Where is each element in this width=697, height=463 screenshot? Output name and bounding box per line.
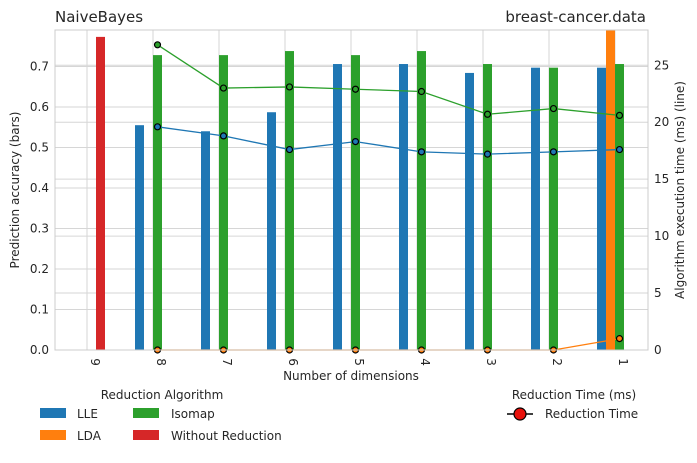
bar-lle-7 <box>201 131 210 350</box>
tick-label-right-2: 10 <box>654 229 669 243</box>
tick-label-right-1: 5 <box>654 286 662 300</box>
legend-label-lda: LDA <box>77 429 102 443</box>
point-isomap-0 <box>153 41 162 49</box>
tick-label-x-3: 6 <box>286 358 300 366</box>
point-lle-4 <box>417 148 426 156</box>
tick-label-left-4: 0.4 <box>30 181 49 195</box>
point-lle-7 <box>615 145 624 154</box>
left-axis-ticks: 0.0 0.1 0.2 0.3 0.4 0.5 0.6 0.7 <box>30 59 49 357</box>
tick-label-x-6: 3 <box>484 358 498 366</box>
point-lle-2 <box>285 145 294 154</box>
point-isomap-7 <box>615 111 624 120</box>
bar-lda-1 <box>606 30 615 350</box>
point-lle-0 <box>153 123 162 131</box>
point-isomap-3 <box>351 85 360 93</box>
bar-without-reduction-9 <box>96 36 105 350</box>
tick-label-left-5: 0.5 <box>30 140 49 154</box>
tick-label-right-0: 0 <box>654 343 662 357</box>
point-isomap-1 <box>219 84 228 92</box>
bar-isomap-7 <box>219 55 228 350</box>
point-lle-6 <box>549 148 558 156</box>
tick-label-right-4: 20 <box>654 115 669 129</box>
y-axis-label-left: Prediction accuracy (bars) <box>8 112 22 269</box>
bars-layer <box>96 30 624 351</box>
bar-lle-5 <box>333 64 342 350</box>
x-axis-label: Number of dimensions <box>283 369 419 383</box>
bar-isomap-4 <box>417 51 426 350</box>
bar-lle-1 <box>597 67 606 350</box>
y-axis-label-right: Algorithm execution time (ms) (line) <box>673 81 687 299</box>
tick-label-x-5: 4 <box>418 358 432 366</box>
legend-swatch-without-reduction <box>133 430 159 440</box>
legend-line: Reduction Time (ms) Reduction Time <box>507 388 638 421</box>
bar-isomap-2 <box>549 67 558 350</box>
point-lle-5 <box>483 150 492 158</box>
tick-label-left-7: 0.7 <box>30 59 49 73</box>
tick-label-left-1: 0.1 <box>30 302 49 316</box>
tick-label-left-0: 0.0 <box>30 343 49 357</box>
tick-label-right-5: 25 <box>654 58 669 72</box>
bar-lle-4 <box>399 64 408 350</box>
tick-label-x-0: 9 <box>88 358 102 366</box>
legend-label-without-reduction: Without Reduction <box>171 429 282 443</box>
chart-title-right: breast-cancer.data <box>505 8 646 26</box>
tick-label-left-3: 0.3 <box>30 221 49 235</box>
bar-lle-3 <box>465 72 474 350</box>
bar-isomap-5 <box>351 55 360 350</box>
bar-isomap-6 <box>285 51 294 350</box>
legend-line-label: Reduction Time <box>545 407 638 421</box>
point-isomap-4 <box>417 87 426 96</box>
right-axis-ticks: 0 5 10 15 20 25 <box>654 58 669 357</box>
line-lle <box>157 126 620 155</box>
legend-line-title: Reduction Time (ms) <box>512 388 636 402</box>
plot-frame <box>54 29 649 351</box>
legend-swatch-isomap <box>133 408 159 418</box>
bar-lle-2 <box>531 67 540 350</box>
bar-isomap-1 <box>615 64 624 350</box>
point-lle-1 <box>219 132 228 140</box>
legend-swatch-lle <box>40 408 66 418</box>
legend-bars-title: Reduction Algorithm <box>101 388 224 402</box>
legend-label-lle: LLE <box>77 407 98 421</box>
point-isomap-2 <box>285 83 294 91</box>
bar-lle-8 <box>135 125 144 350</box>
point-lda-7 <box>615 335 624 343</box>
tick-label-x-4: 5 <box>352 358 366 366</box>
bar-lle-6 <box>267 112 276 351</box>
point-isomap-5 <box>483 110 492 118</box>
line-isomap <box>157 44 620 117</box>
x-axis-ticks: 9 8 7 6 5 4 3 2 1 <box>88 358 630 366</box>
tick-label-left-2: 0.2 <box>30 262 49 276</box>
point-lle-3 <box>351 138 360 146</box>
tick-label-x-1: 8 <box>154 358 168 366</box>
chart-title-left: NaiveBayes <box>55 8 143 26</box>
tick-label-x-2: 7 <box>220 358 234 366</box>
legend-line-marker <box>513 407 527 421</box>
point-isomap-6 <box>549 104 558 113</box>
tick-label-right-3: 15 <box>654 172 669 186</box>
legend-label-isomap: Isomap <box>171 407 215 421</box>
bar-isomap-3 <box>483 64 492 350</box>
tick-label-x-7: 2 <box>550 358 564 366</box>
legend-bars: Reduction Algorithm LLE Isomap LDA Witho… <box>40 388 282 443</box>
bar-isomap-8 <box>153 55 162 350</box>
tick-label-x-8: 1 <box>616 358 630 366</box>
tick-label-left-6: 0.6 <box>30 100 49 114</box>
legend-swatch-lda <box>40 430 66 440</box>
